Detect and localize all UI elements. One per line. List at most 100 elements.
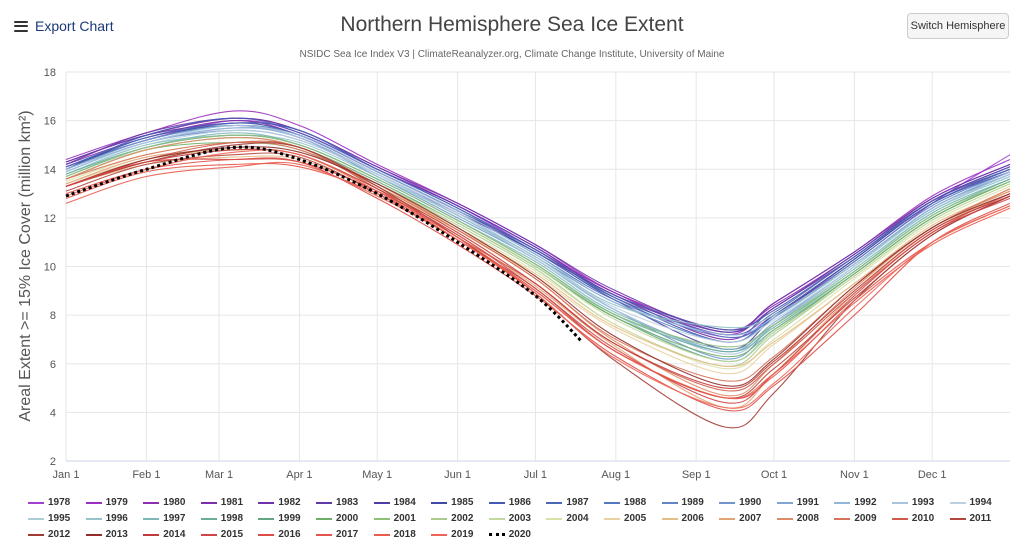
legend-label: 1985 bbox=[451, 497, 474, 508]
x-tick-label: Jul 1 bbox=[524, 469, 547, 481]
legend-label: 1998 bbox=[220, 513, 244, 524]
legend-item-2011[interactable]: 2011 bbox=[949, 512, 1008, 525]
y-tick-label: 18 bbox=[44, 67, 56, 79]
legend-swatch bbox=[488, 517, 505, 520]
series-line-2001[interactable] bbox=[65, 134, 1011, 348]
legend-item-1983[interactable]: 1983 bbox=[315, 496, 374, 509]
series-line-1986[interactable] bbox=[65, 117, 1011, 331]
legend-item-2015[interactable]: 2015 bbox=[200, 528, 259, 541]
legend-swatch bbox=[143, 501, 160, 504]
legend-swatch bbox=[315, 517, 332, 520]
legend-item-1999[interactable]: 1999 bbox=[258, 512, 316, 525]
legend-item-1991[interactable]: 1991 bbox=[776, 496, 835, 509]
legend-swatch bbox=[776, 517, 793, 520]
chart-title: Northern Hemisphere Sea Ice Extent bbox=[340, 13, 684, 36]
y-tick-label: 16 bbox=[44, 116, 56, 128]
legend-item-2018[interactable]: 2018 bbox=[373, 528, 432, 541]
legend-item-2009[interactable]: 2009 bbox=[834, 512, 892, 525]
legend-item-1980[interactable]: 1980 bbox=[143, 496, 201, 509]
legend-swatch bbox=[85, 533, 102, 536]
legend-item-1978[interactable]: 1978 bbox=[28, 496, 86, 509]
sea-ice-chart: 2 4 6 8 10 12 14 16 18 Jan 1 Feb 1 Mar 1 Apr 1 May 1… bbox=[44, 67, 1011, 481]
legend-item-1987[interactable]: 1987 bbox=[546, 496, 604, 509]
series-line-1994[interactable] bbox=[65, 129, 1011, 343]
legend-item-1994[interactable]: 1994 bbox=[949, 496, 1008, 509]
series-line-1988[interactable] bbox=[65, 124, 1011, 339]
legend-item-2016[interactable]: 2016 bbox=[258, 528, 316, 541]
legend-label: 2003 bbox=[508, 513, 531, 524]
switch-hemisphere-button[interactable]: Switch Hemisphere bbox=[907, 13, 1009, 39]
legend-swatch bbox=[143, 533, 160, 536]
legend-item-1985[interactable]: 1985 bbox=[431, 496, 489, 509]
legend-item-1998[interactable]: 1998 bbox=[200, 512, 259, 525]
legend-item-1986[interactable]: 1986 bbox=[488, 496, 547, 509]
legend-swatch bbox=[546, 501, 563, 504]
legend-swatch bbox=[488, 501, 505, 504]
legend-label: 2019 bbox=[451, 529, 474, 540]
legend-item-2004[interactable]: 2004 bbox=[546, 512, 604, 525]
series-line-2006[interactable] bbox=[65, 155, 1011, 367]
legend-item-2006[interactable]: 2006 bbox=[661, 512, 720, 525]
x-axis-ticks: Jan 1 Feb 1 Mar 1 Apr 1 May 1 Jun 1 Jul 1 Aug 1… bbox=[53, 469, 947, 481]
series-line-1987[interactable] bbox=[65, 122, 1011, 336]
legend-item-2003[interactable]: 2003 bbox=[488, 512, 547, 525]
legend-item-2013[interactable]: 2013 bbox=[85, 528, 144, 541]
legend-item-1989[interactable]: 1989 bbox=[661, 496, 720, 509]
legend-item-2017[interactable]: 2017 bbox=[315, 528, 374, 541]
legend-swatch bbox=[28, 501, 44, 504]
legend-swatch bbox=[546, 517, 563, 520]
legend-item-1995[interactable]: 1995 bbox=[28, 512, 86, 525]
legend-label: 2001 bbox=[393, 513, 416, 524]
legend-item-2002[interactable]: 2002 bbox=[431, 512, 489, 525]
series-line-1981[interactable] bbox=[65, 120, 1011, 340]
legend-item-1990[interactable]: 1990 bbox=[719, 496, 777, 509]
series-line-2020[interactable] bbox=[65, 145, 584, 343]
y-axis-ticks: 2 4 6 8 10 12 14 16 18 bbox=[44, 67, 56, 468]
legend-label: 2007 bbox=[739, 513, 762, 524]
series-line-2016[interactable] bbox=[65, 157, 1011, 412]
legend-item-2014[interactable]: 2014 bbox=[143, 528, 201, 541]
export-chart-button[interactable]: Export Chart bbox=[14, 18, 114, 34]
series-line-1989[interactable] bbox=[65, 129, 1011, 343]
y-tick-label: 10 bbox=[44, 262, 56, 274]
series-line-1996[interactable] bbox=[65, 134, 1011, 329]
legend-swatch bbox=[719, 517, 736, 520]
legend-item-2005[interactable]: 2005 bbox=[603, 512, 662, 525]
legend-item-2020[interactable]: 2020 bbox=[488, 528, 547, 541]
legend-item-2000[interactable]: 2000 bbox=[315, 512, 374, 525]
legend-item-2001[interactable]: 2001 bbox=[373, 512, 432, 525]
legend-item-1981[interactable]: 1981 bbox=[200, 496, 259, 509]
legend-item-2007[interactable]: 2007 bbox=[719, 512, 777, 525]
series-line-1978[interactable] bbox=[65, 119, 1011, 339]
legend-item-1996[interactable]: 1996 bbox=[85, 512, 144, 525]
legend-item-1982[interactable]: 1982 bbox=[258, 496, 316, 509]
legend-item-1988[interactable]: 1988 bbox=[603, 496, 662, 509]
series-line-1997[interactable] bbox=[65, 132, 1011, 350]
x-tick-label: Feb 1 bbox=[132, 469, 160, 481]
legend-item-1997[interactable]: 1997 bbox=[143, 512, 201, 525]
legend-item-1979[interactable]: 1979 bbox=[85, 496, 144, 509]
series-line-1998[interactable] bbox=[65, 134, 1011, 353]
series-line-2018[interactable] bbox=[65, 161, 1011, 399]
legend-item-2012[interactable]: 2012 bbox=[28, 528, 86, 541]
legend-swatch bbox=[373, 517, 390, 520]
legend-item-1984[interactable]: 1984 bbox=[373, 496, 432, 509]
x-tick-label: Mar 1 bbox=[205, 469, 233, 481]
legend-label: 1978 bbox=[48, 497, 71, 508]
series-lines bbox=[65, 110, 1011, 429]
legend-label: 2006 bbox=[681, 513, 704, 524]
legend-item-2019[interactable]: 2019 bbox=[431, 528, 489, 541]
series-line-1993[interactable] bbox=[65, 124, 1011, 355]
legend-label: 2018 bbox=[393, 529, 416, 540]
series-line-1983[interactable] bbox=[65, 122, 1011, 333]
series-line-2019[interactable] bbox=[65, 149, 1011, 409]
legend-swatch bbox=[661, 517, 678, 520]
legend-item-1992[interactable]: 1992 bbox=[834, 496, 892, 509]
legend-item-2008[interactable]: 2008 bbox=[776, 512, 835, 525]
legend-swatch bbox=[603, 501, 620, 504]
y-tick-label: 14 bbox=[44, 164, 56, 176]
legend-item-2010[interactable]: 2010 bbox=[891, 512, 950, 525]
legend-label: 1994 bbox=[969, 497, 992, 508]
legend-item-1993[interactable]: 1993 bbox=[891, 496, 950, 509]
series-line-2014[interactable] bbox=[65, 148, 1011, 390]
